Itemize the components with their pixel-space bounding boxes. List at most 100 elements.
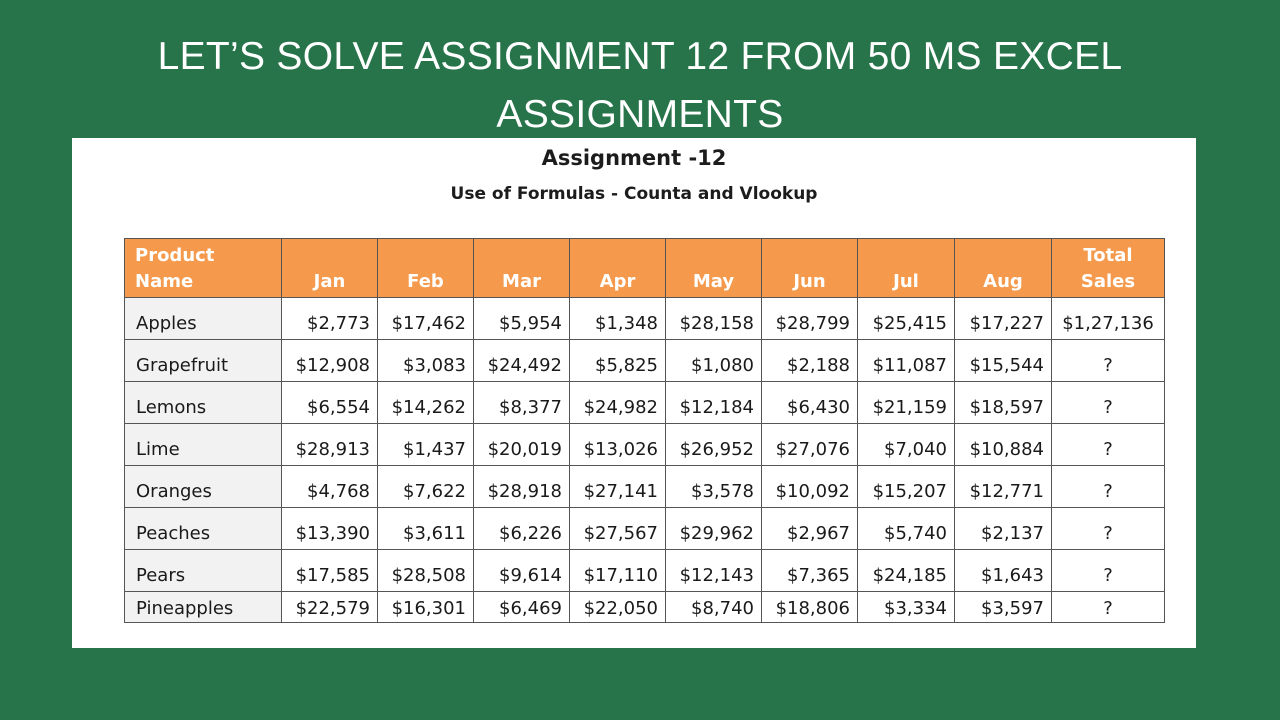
month-value-cell: $20,019 xyxy=(473,423,570,466)
column-header-apr: Apr xyxy=(569,238,666,298)
column-header-feb: Feb xyxy=(377,238,474,298)
month-value-cell: $24,492 xyxy=(473,339,570,382)
month-value-cell: $24,982 xyxy=(569,381,666,424)
table-row: Apples $2,773 $17,462 $5,954 $1,348 $28,158 $2… xyxy=(124,297,1165,340)
month-value-cell: $22,050 xyxy=(569,591,666,623)
month-value-cell: $28,918 xyxy=(473,465,570,508)
table-row: Pears $17,585 $28,508 $9,614 $17,110 $12,143 $… xyxy=(124,549,1165,592)
month-value-cell: $17,227 xyxy=(954,297,1052,340)
month-value-cell: $14,262 xyxy=(377,381,474,424)
month-value-cell: $10,884 xyxy=(954,423,1052,466)
month-value-cell: $22,579 xyxy=(281,591,378,623)
column-header-product-name: Product Name xyxy=(124,238,282,298)
total-sales-cell: ? xyxy=(1051,507,1165,550)
assignment-subtitle: Use of Formulas - Counta and Vlookup xyxy=(450,184,818,204)
month-value-cell: $6,226 xyxy=(473,507,570,550)
month-value-cell: $2,188 xyxy=(761,339,858,382)
month-value-cell: $4,768 xyxy=(281,465,378,508)
month-value-cell: $7,622 xyxy=(377,465,474,508)
product-name-cell: Pineapples xyxy=(124,591,282,623)
month-value-cell: $6,554 xyxy=(281,381,378,424)
month-value-cell: $1,643 xyxy=(954,549,1052,592)
table-row: Grapefruit $12,908 $3,083 $24,492 $5,825 $1,0… xyxy=(124,339,1165,382)
month-value-cell: $5,954 xyxy=(473,297,570,340)
month-value-cell: $12,908 xyxy=(281,339,378,382)
month-value-cell: $15,207 xyxy=(857,465,955,508)
month-value-cell: $1,437 xyxy=(377,423,474,466)
header-row: Product Name Jan Feb Mar Apr May Jun Jul Aug Tota… xyxy=(124,238,1165,298)
table-row: Lemons $6,554 $14,262 $8,377 $24,982 $12,184 $… xyxy=(124,381,1165,424)
product-name-cell: Lime xyxy=(124,423,282,466)
month-value-cell: $13,390 xyxy=(281,507,378,550)
month-value-cell: $12,771 xyxy=(954,465,1052,508)
month-value-cell: $18,806 xyxy=(761,591,858,623)
month-value-cell: $27,141 xyxy=(569,465,666,508)
month-value-cell: $21,159 xyxy=(857,381,955,424)
month-value-cell: $3,334 xyxy=(857,591,955,623)
month-value-cell: $2,773 xyxy=(281,297,378,340)
column-header-total-sales: Total Sales xyxy=(1051,238,1165,298)
total-sales-cell: ? xyxy=(1051,549,1165,592)
column-header-jul: Jul xyxy=(857,238,955,298)
month-value-cell: $9,614 xyxy=(473,549,570,592)
month-value-cell: $5,740 xyxy=(857,507,955,550)
banner-line-1: LET’S SOLVE ASSIGNMENT 12 FROM 50 MS EXC… xyxy=(157,35,1123,78)
month-value-cell: $17,585 xyxy=(281,549,378,592)
month-value-cell: $24,185 xyxy=(857,549,955,592)
month-value-cell: $16,301 xyxy=(377,591,474,623)
month-value-cell: $25,415 xyxy=(857,297,955,340)
column-header-aug: Aug xyxy=(954,238,1052,298)
spreadsheet-image: Assignment -12 Use of Formulas - Counta … xyxy=(72,138,1196,648)
month-value-cell: $1,348 xyxy=(569,297,666,340)
month-value-cell: $11,087 xyxy=(857,339,955,382)
table-row: Oranges $4,768 $7,622 $28,918 $27,141 $3,578 $… xyxy=(124,465,1165,508)
month-value-cell: $2,137 xyxy=(954,507,1052,550)
table-row: Peaches $13,390 $3,611 $6,226 $27,567 $29,962… xyxy=(124,507,1165,550)
month-value-cell: $28,799 xyxy=(761,297,858,340)
month-value-cell: $12,184 xyxy=(665,381,762,424)
month-value-cell: $17,462 xyxy=(377,297,474,340)
month-value-cell: $3,611 xyxy=(377,507,474,550)
column-header-may: May xyxy=(665,238,762,298)
product-name-cell: Apples xyxy=(124,297,282,340)
column-header-mar: Mar xyxy=(473,238,570,298)
month-value-cell: $17,110 xyxy=(569,549,666,592)
month-value-cell: $15,544 xyxy=(954,339,1052,382)
total-sales-cell: ? xyxy=(1051,339,1165,382)
banner-line-2: ASSIGNMENTS xyxy=(496,93,784,136)
table-row: Pineapples $22,579 $16,301 $6,469 $22,050 $8,… xyxy=(124,591,1165,623)
banner-title: LET’S SOLVE ASSIGNMENT 12 FROM 50 MS EXC… xyxy=(0,28,1280,144)
month-value-cell: $3,083 xyxy=(377,339,474,382)
month-value-cell: $27,567 xyxy=(569,507,666,550)
month-value-cell: $13,026 xyxy=(569,423,666,466)
month-value-cell: $10,092 xyxy=(761,465,858,508)
product-name-cell: Grapefruit xyxy=(124,339,282,382)
month-value-cell: $28,158 xyxy=(665,297,762,340)
product-name-cell: Lemons xyxy=(124,381,282,424)
product-name-cell: Oranges xyxy=(124,465,282,508)
month-value-cell: $7,365 xyxy=(761,549,858,592)
total-sales-cell: $1,27,136 xyxy=(1051,297,1165,340)
month-value-cell: $8,740 xyxy=(665,591,762,623)
month-value-cell: $3,578 xyxy=(665,465,762,508)
total-sales-cell: ? xyxy=(1051,423,1165,466)
sales-table: Product Name Jan Feb Mar Apr May Jun Jul Aug Tota… xyxy=(124,238,1165,623)
month-value-cell: $18,597 xyxy=(954,381,1052,424)
month-value-cell: $8,377 xyxy=(473,381,570,424)
total-sales-cell: ? xyxy=(1051,465,1165,508)
product-name-cell: Peaches xyxy=(124,507,282,550)
month-value-cell: $27,076 xyxy=(761,423,858,466)
month-value-cell: $29,962 xyxy=(665,507,762,550)
month-value-cell: $1,080 xyxy=(665,339,762,382)
product-name-cell: Pears xyxy=(124,549,282,592)
table-row: Lime $28,913 $1,437 $20,019 $13,026 $26,952 $2… xyxy=(124,423,1165,466)
month-value-cell: $3,597 xyxy=(954,591,1052,623)
total-sales-cell: ? xyxy=(1051,591,1165,623)
month-value-cell: $5,825 xyxy=(569,339,666,382)
month-value-cell: $6,430 xyxy=(761,381,858,424)
column-header-jun: Jun xyxy=(761,238,858,298)
month-value-cell: $28,913 xyxy=(281,423,378,466)
column-header-jan: Jan xyxy=(281,238,378,298)
table-body: Apples $2,773 $17,462 $5,954 $1,348 $28,158 $2… xyxy=(124,297,1165,623)
month-value-cell: $26,952 xyxy=(665,423,762,466)
